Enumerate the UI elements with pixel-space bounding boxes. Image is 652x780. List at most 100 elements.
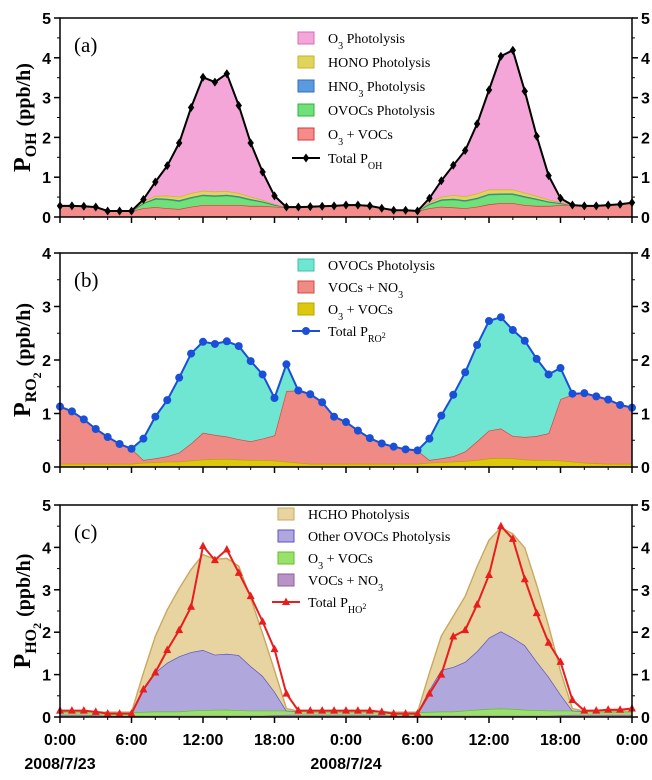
total-point xyxy=(604,395,613,404)
total-point xyxy=(366,201,374,211)
legend-label-sub: 3 xyxy=(338,312,343,323)
total-point xyxy=(544,370,553,379)
total-point xyxy=(103,433,112,442)
y-tick-label-right: 4 xyxy=(641,246,650,263)
total-point xyxy=(139,434,148,443)
total-point xyxy=(128,206,135,216)
total-point xyxy=(330,706,339,714)
total-point xyxy=(485,316,493,325)
total-point xyxy=(413,446,422,455)
total-point xyxy=(389,709,398,717)
total-point xyxy=(246,591,255,600)
legend-label-main: OVOCs Photolysis xyxy=(328,259,435,274)
total-point xyxy=(353,426,362,435)
total-point xyxy=(389,442,398,451)
total-point xyxy=(306,390,315,399)
total-point xyxy=(569,200,576,210)
total-point xyxy=(557,193,564,203)
y-tick-label-left: 3 xyxy=(42,91,51,108)
y-tick-label-right: 1 xyxy=(641,668,650,685)
x-tick-label: 0:00 xyxy=(616,732,648,749)
legend-label: HCHO Photolysis xyxy=(308,508,410,523)
legend-label: OVOCs Photolysis xyxy=(328,104,435,119)
total-point xyxy=(295,202,302,212)
y-tick-label-right: 0 xyxy=(641,710,650,727)
legend-label: VOCs + NO3 xyxy=(308,574,383,594)
area-ovocs-photolysis xyxy=(60,194,632,211)
total-point xyxy=(449,631,458,640)
total-point xyxy=(164,161,171,171)
total-point xyxy=(342,418,350,427)
legend-label-rest: + VOCs xyxy=(343,128,393,143)
y-axis-label-unit: (ppb/h) xyxy=(13,63,35,126)
total-point xyxy=(187,349,196,358)
y-tick-label-left: 4 xyxy=(42,51,51,68)
y-tick-label-left: 4 xyxy=(42,246,51,263)
total-point xyxy=(593,201,600,211)
legend-label: Other OVOCs Photolysis xyxy=(308,530,450,545)
y-tick-label-right: 5 xyxy=(641,498,650,515)
legend-label-sub: 3 xyxy=(358,89,363,100)
area-other-ovocs-photolysis xyxy=(60,631,632,713)
y-axis-label-main: P xyxy=(10,402,36,417)
total-point xyxy=(449,390,458,399)
total-point xyxy=(521,86,528,96)
legend-label: VOCs + NO3 xyxy=(328,281,403,301)
total-point xyxy=(258,617,267,625)
total-point xyxy=(307,202,314,212)
total-point xyxy=(330,201,338,211)
y-tick-label-left: 1 xyxy=(42,407,51,424)
legend-label-sub2: 2 xyxy=(382,331,386,340)
total-point xyxy=(163,396,172,405)
total-point xyxy=(580,706,589,714)
y-axis-label: PRO2 (ppb/h) xyxy=(10,303,44,417)
y-axis-label-unit: (ppb/h) xyxy=(13,554,35,617)
total-point xyxy=(67,407,76,416)
y-axis-label-main: P xyxy=(10,654,36,669)
y-axis-label-sub2: 2 xyxy=(30,372,44,378)
y-tick-label-right: 1 xyxy=(641,407,650,424)
legend-label: HONO Photolysis xyxy=(328,56,430,71)
legend-label-sub: 3 xyxy=(338,137,343,148)
total-point xyxy=(377,439,386,448)
x-tick-label: 0:00 xyxy=(330,732,362,749)
legend-label: O3 + VOCs xyxy=(308,552,373,572)
total-point xyxy=(199,337,207,346)
total-point xyxy=(318,201,326,211)
total-point xyxy=(104,206,111,216)
total-point xyxy=(616,199,624,209)
y-tick-label-left: 1 xyxy=(42,668,51,685)
total-point xyxy=(497,51,505,61)
total-point xyxy=(485,85,493,95)
total-point xyxy=(306,706,315,714)
legend-label-main: Total P xyxy=(328,325,368,340)
y-axis-label-sub: OH xyxy=(23,132,40,157)
x-tick-label: 0:00 xyxy=(44,732,76,749)
total-point xyxy=(270,393,279,402)
total-point xyxy=(532,608,541,617)
legend-label-main: HCHO Photolysis xyxy=(308,508,410,523)
total-point xyxy=(401,445,410,454)
total-point xyxy=(103,709,112,717)
total-point xyxy=(115,709,124,717)
y-tick-label-right: 4 xyxy=(641,51,650,68)
x-tick-label: 18:00 xyxy=(540,732,581,749)
y-axis-label-unit: (ppb/h) xyxy=(13,303,35,366)
total-point xyxy=(79,706,88,714)
legend-label-main: O xyxy=(328,32,338,47)
legend-label-main: O xyxy=(308,552,318,567)
legend-label-main: Total P xyxy=(308,596,348,611)
total-point xyxy=(210,555,219,564)
total-point xyxy=(354,200,362,210)
panel-1: 0 01 12 23 34 45 5(a)POH(ppb/h)O3 PhotolysisHO… xyxy=(10,11,650,227)
y-tick-label-right: 2 xyxy=(641,625,650,642)
legend-swatch xyxy=(297,31,315,45)
y-tick-label-left: 5 xyxy=(42,11,51,28)
total-point xyxy=(318,706,327,714)
total-point xyxy=(187,602,196,610)
total-point xyxy=(92,202,99,212)
legend-label-main: O xyxy=(328,128,338,143)
total-point xyxy=(485,570,493,578)
total-point xyxy=(426,193,433,203)
